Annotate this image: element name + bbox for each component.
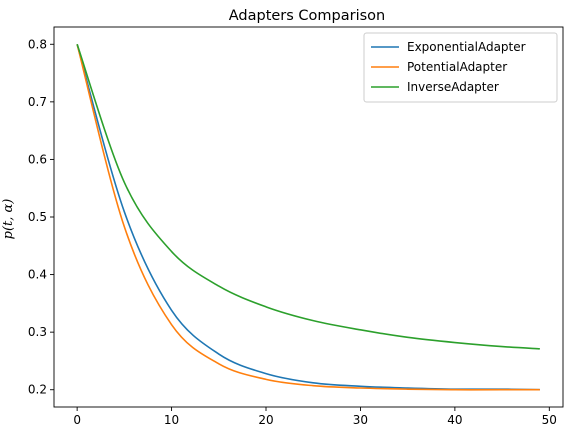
x-axis: 0 10 20 30 40 50: [73, 407, 557, 427]
y-axis: 0.2 0.3 0.4 0.5 0.6 0.7 0.8: [28, 37, 54, 397]
x-tick-label: 20: [258, 413, 273, 427]
chart-title: Adapters Comparison: [229, 8, 386, 24]
legend-label-inverse-adapter: InverseAdapter: [407, 80, 499, 94]
x-tick-label: 10: [164, 413, 179, 427]
y-tick-label: 0.8: [28, 37, 47, 51]
x-tick-label: 50: [542, 413, 557, 427]
legend-label-potential-adapter: PotentialAdapter: [407, 60, 507, 74]
series-line-potential-adapter: [76, 44, 540, 391]
y-tick-label: 0.5: [28, 210, 47, 224]
y-axis-label: p(t, α): [1, 199, 16, 240]
x-tick-label: 30: [353, 413, 368, 427]
y-tick-label: 0.4: [28, 268, 47, 282]
legend: ExponentialAdapter PotentialAdapter Invers…: [363, 32, 558, 103]
x-tick-label: 40: [447, 413, 462, 427]
legend-label-exponential-adapter: ExponentialAdapter: [407, 40, 526, 54]
y-tick-label: 0.3: [28, 325, 47, 339]
legend-box: [363, 32, 558, 103]
plot-lines: [76, 44, 540, 391]
y-tick-label: 0.7: [28, 95, 47, 109]
y-tick-label: 0.2: [28, 383, 47, 397]
x-tick-label: 0: [73, 413, 81, 427]
y-tick-label: 0.6: [28, 152, 47, 166]
series-line-inverse-adapter: [76, 44, 540, 350]
